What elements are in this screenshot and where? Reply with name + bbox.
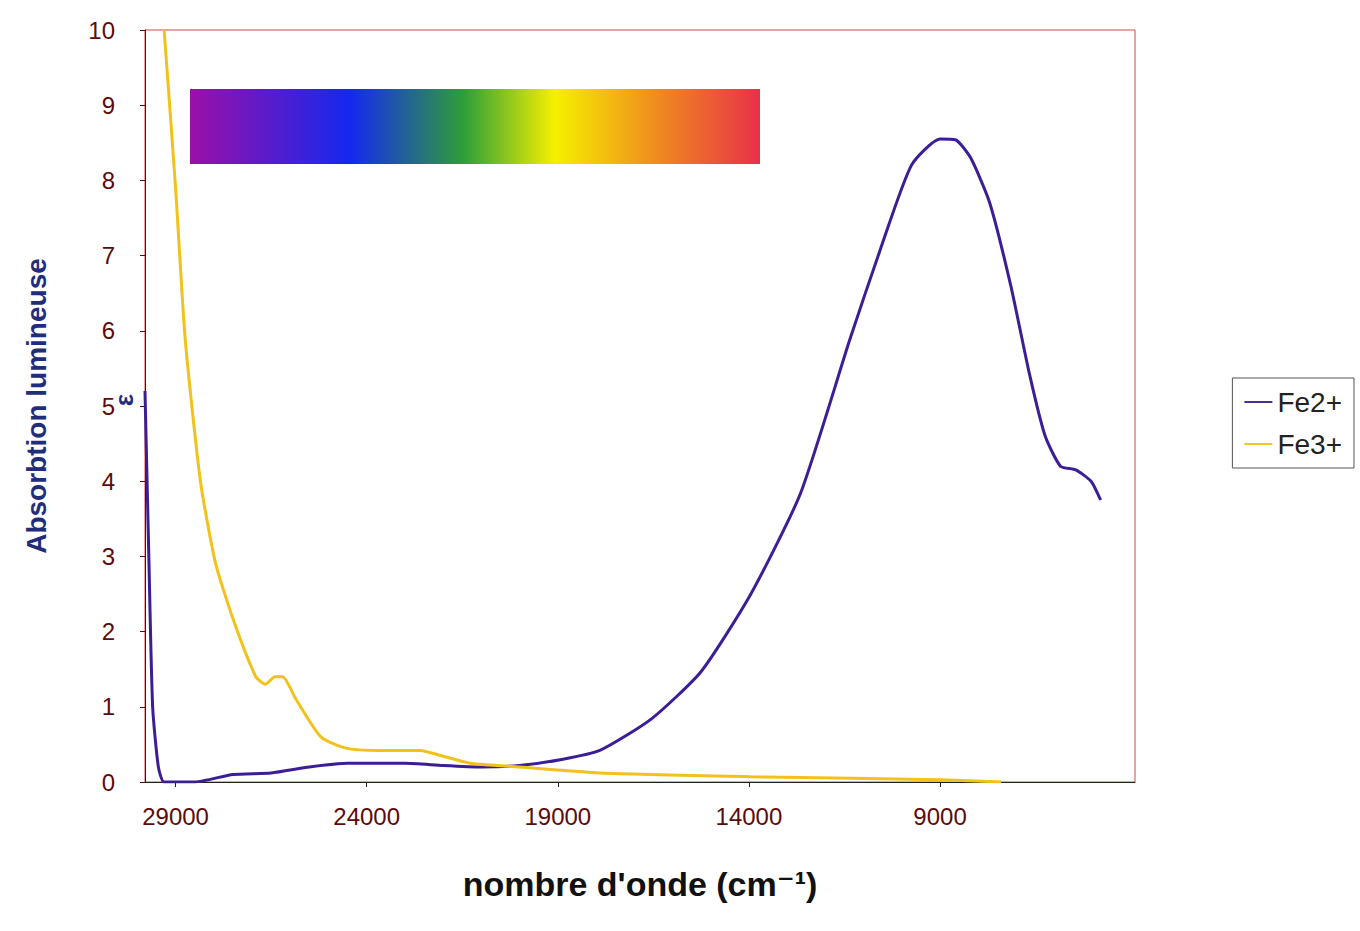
svg-text:6: 6 <box>102 317 115 344</box>
svg-text:8: 8 <box>102 167 115 194</box>
svg-text:Absorbtion lumineuse: Absorbtion lumineuse <box>21 258 52 554</box>
svg-text:29000: 29000 <box>142 803 209 830</box>
svg-text:4: 4 <box>102 468 115 495</box>
svg-text:9000: 9000 <box>913 803 966 830</box>
svg-text:0: 0 <box>102 769 115 796</box>
svg-text:7: 7 <box>102 242 115 269</box>
svg-text:19000: 19000 <box>524 803 591 830</box>
svg-text:24000: 24000 <box>333 803 400 830</box>
svg-text:ε: ε <box>109 394 139 406</box>
svg-text:14000: 14000 <box>716 803 783 830</box>
svg-text:1: 1 <box>102 693 115 720</box>
svg-text:nombre d'onde (cm⁻¹): nombre d'onde (cm⁻¹) <box>463 865 818 903</box>
svg-text:10: 10 <box>88 17 115 44</box>
svg-text:9: 9 <box>102 92 115 119</box>
svg-text:2: 2 <box>102 618 115 645</box>
svg-text:3: 3 <box>102 543 115 570</box>
svg-text:Fe3+: Fe3+ <box>1277 429 1342 460</box>
svg-text:Fe2+: Fe2+ <box>1277 387 1342 418</box>
